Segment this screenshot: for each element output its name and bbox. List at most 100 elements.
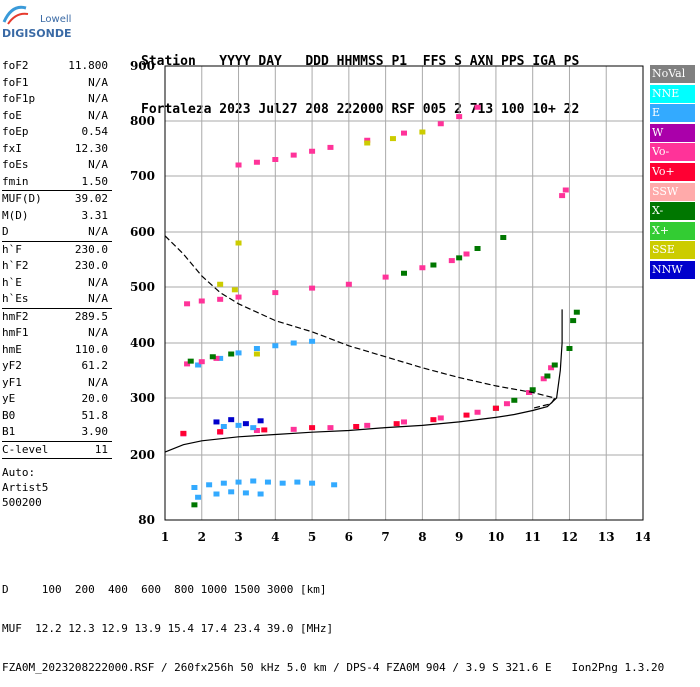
echo-point — [309, 425, 316, 431]
param-value: 289.5 — [74, 309, 108, 323]
param-row: B0 51.8 — [2, 408, 112, 425]
param-name: yE — [2, 392, 16, 405]
legend: NoVal NNE E W Vo- Vo+ SSW X- X+ SSE NNW — [650, 65, 695, 281]
param-name: yF2 — [2, 359, 22, 372]
param-value: N/A — [88, 225, 108, 238]
echo-point — [526, 390, 533, 395]
echo-point — [235, 479, 242, 485]
echo-point — [570, 318, 577, 324]
x-tick-label: 10 — [488, 530, 505, 544]
echo-point — [290, 426, 297, 432]
param-name: C-level — [2, 442, 49, 456]
param-value: 1.50 — [81, 174, 109, 188]
param-row: hmF2 289.5 — [2, 309, 112, 326]
echo-point — [401, 270, 407, 276]
param-name: foE — [2, 108, 22, 122]
param-group-2: MUF(D) 39.02 M(D) 3.31 D N/A — [2, 191, 112, 241]
param-value: 20.0 — [81, 392, 109, 405]
echo-point — [180, 430, 187, 436]
echo-point — [253, 346, 260, 351]
echo-point — [492, 405, 499, 411]
divider — [2, 190, 112, 191]
echo-point — [235, 422, 242, 428]
param-row: foEp 0.54 — [2, 124, 112, 141]
echo-point — [389, 136, 396, 142]
param-value: N/A — [88, 375, 108, 389]
legend-item-ssw: SSW — [650, 182, 695, 201]
param-value: 3.31 — [81, 208, 109, 222]
echo-point — [272, 290, 279, 296]
x-tick-label: 1 — [161, 530, 169, 544]
echo-point — [309, 148, 316, 154]
logo-mark — [2, 5, 29, 25]
param-name: h`Es — [2, 292, 29, 305]
echo-point — [401, 130, 407, 136]
param-value: 11.800 — [68, 59, 108, 72]
echo-point — [540, 376, 547, 382]
x-tick-label: 14 — [635, 530, 650, 544]
param-value: 61.2 — [81, 359, 109, 372]
x-tick-label: 8 — [418, 530, 426, 544]
echo-point — [463, 412, 470, 418]
param-row: foEs N/A — [2, 157, 112, 174]
param-row: B1 3.90 — [2, 424, 112, 441]
echo-point — [437, 415, 444, 421]
param-value: 110.0 — [74, 342, 108, 356]
autoscaling-program: Artist5 — [2, 481, 49, 494]
param-row: M(D) 3.31 — [2, 208, 112, 225]
legend-item-nne: NNE — [650, 84, 695, 103]
footer-muf-row: MUF 12.2 12.3 12.9 13.9 15.4 17.4 23.4 3… — [2, 622, 334, 635]
echo-point — [448, 258, 455, 264]
x-tick-label: 6 — [345, 530, 353, 544]
param-row: h`F 230.0 — [2, 242, 112, 259]
param-value: N/A — [88, 158, 108, 171]
logo-line1: Lowell — [40, 14, 71, 25]
echo-point — [187, 358, 194, 364]
param-value: N/A — [88, 275, 108, 289]
profile-curve-solid — [164, 309, 563, 453]
param-row: foF1 N/A — [2, 75, 112, 92]
legend-item-x-plus: X+ — [650, 221, 695, 240]
param-group-1: foF2 11.800 foF1 N/A foF1p N/A foE N/A foEp 0… — [2, 58, 112, 190]
param-value: 51.8 — [81, 408, 109, 422]
param-name: B0 — [2, 408, 16, 422]
echo-point — [331, 482, 338, 488]
param-row: hmE 110.0 — [2, 342, 112, 359]
echo-point — [231, 287, 238, 293]
param-value: 12.30 — [74, 141, 108, 155]
echo-point — [213, 355, 220, 361]
echo-point — [474, 246, 481, 251]
echo-point — [261, 427, 268, 433]
param-name: h`E — [2, 275, 22, 289]
legend-item-e: E — [650, 104, 695, 123]
autoscaling-version: 500200 — [2, 496, 42, 509]
param-row: D N/A — [2, 224, 112, 241]
echo-point — [195, 494, 202, 500]
echo-point — [279, 480, 286, 486]
plot-frame — [164, 65, 644, 521]
echo-point — [217, 355, 224, 361]
echo-point — [198, 298, 205, 304]
echo-point — [573, 309, 580, 315]
y-tick-label: 200 — [130, 448, 155, 462]
param-name: yF1 — [2, 375, 22, 389]
lowell-digisonde-logo: Lowell DIGISONDE — [2, 5, 71, 40]
echo-point — [250, 425, 257, 431]
param-row: foF2 11.800 — [2, 58, 112, 75]
echo-point — [437, 121, 444, 127]
echo-point — [463, 251, 470, 257]
echo-point — [419, 265, 426, 271]
echo-point — [382, 274, 389, 280]
param-group-3: h`F 230.0 h`F2 230.0 h`E N/A h`Es N/A — [2, 242, 112, 308]
divider — [2, 458, 112, 459]
param-name: M(D) — [2, 208, 29, 222]
profile-curve-dashed — [164, 235, 556, 409]
legend-item-vo-minus: Vo- — [650, 143, 695, 162]
x-tick-label: 5 — [308, 530, 316, 544]
echo-point — [544, 373, 551, 379]
param-value: N/A — [88, 326, 108, 339]
param-value: 230.0 — [74, 242, 108, 256]
ionogram-chart: 1 2 3 4 5 6 7 8 9 10 11 12 13 14802003004005006007008… — [130, 59, 650, 544]
param-row: h`F2 230.0 — [2, 258, 112, 275]
legend-item-x-minus: X- — [650, 202, 695, 221]
